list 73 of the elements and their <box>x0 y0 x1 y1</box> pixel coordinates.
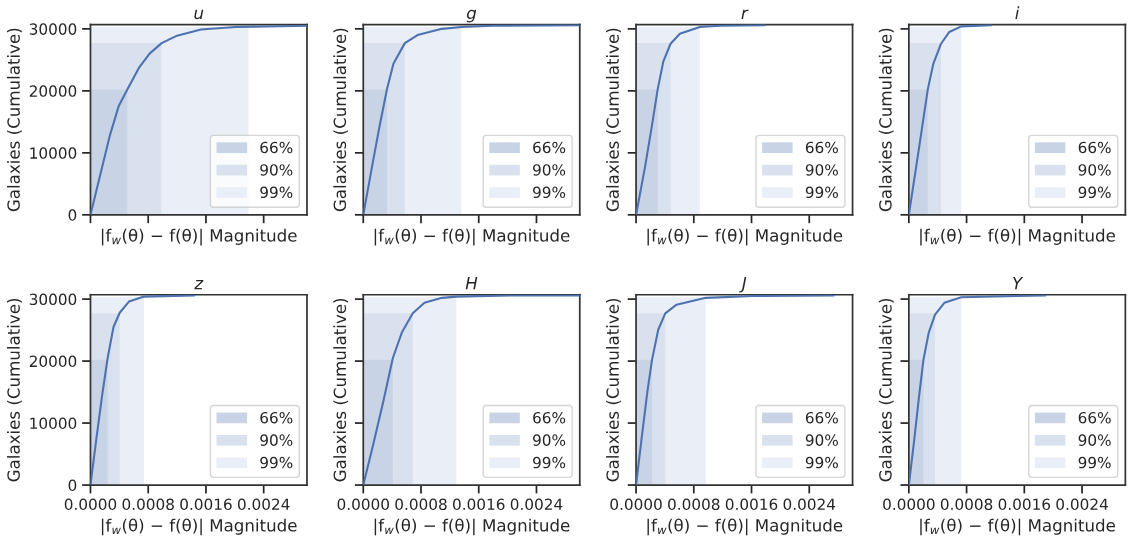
y-axis-title: Galaxies (Cumulative) <box>333 28 349 212</box>
x-axis-title: |f$_{w}$(θ) − f(θ)| Magnitude <box>647 228 843 246</box>
y-axis-title: Galaxies (Cumulative) <box>7 298 22 482</box>
x-tick-label: 0.0024 <box>237 498 290 511</box>
x-axis-title: |f$_{w}$(θ) − f(θ)| Magnitude <box>101 518 297 536</box>
x-axis-title: |f$_{w}$(θ) − f(θ)| Magnitude <box>374 518 570 536</box>
legend-label: 66% <box>1078 411 1111 424</box>
chart-title: u <box>194 9 204 20</box>
legend-label: 99% <box>1078 186 1111 199</box>
legend-label: 99% <box>805 456 838 469</box>
y-axis-title: Galaxies (Cumulative) <box>333 298 349 482</box>
y-tick-label: 20000 <box>29 85 77 97</box>
legend-label: 90% <box>805 164 838 176</box>
chart-title: z <box>194 280 204 290</box>
chart-title: r <box>741 9 749 19</box>
legend-label: 90% <box>1078 164 1111 176</box>
x-axis-title: |f$_{w}$(θ) − f(θ)| Magnitude <box>920 228 1115 246</box>
chart-title: g <box>466 9 477 23</box>
x-tick-label: 0.0000 <box>64 498 117 511</box>
x-tick-label: 0.0008 <box>395 498 447 511</box>
x-tick-label: 0.0000 <box>610 498 662 511</box>
legend-label: 90% <box>1078 434 1111 446</box>
y-tick-label: 0 <box>68 209 77 221</box>
legend-label: 66% <box>260 141 293 154</box>
x-tick-label: 0.0016 <box>180 498 232 511</box>
x-tick-label: 0.0000 <box>337 498 389 511</box>
y-axis-title: Galaxies (Cumulative) <box>878 28 894 212</box>
legend-label: 66% <box>1078 141 1111 154</box>
x-tick-label: 0.0016 <box>998 498 1051 511</box>
x-axis-title: |f$_{w}$(θ) − f(θ)| Magnitude <box>101 228 297 246</box>
x-tick-label: 0.0024 <box>783 498 836 511</box>
x-tick-label: 0.0008 <box>122 498 174 511</box>
legend-label: 99% <box>1078 456 1111 469</box>
legend-label: 90% <box>805 434 838 446</box>
legend-label: 99% <box>260 456 293 469</box>
legend-label: 66% <box>805 141 838 154</box>
x-axis-title: |f$_{w}$(θ) − f(θ)| Magnitude <box>647 518 843 536</box>
legend-label: 99% <box>533 456 566 469</box>
chart-title: Y <box>1013 277 1024 290</box>
y-axis-title: Galaxies (Cumulative) <box>606 28 621 212</box>
legend-label: 66% <box>533 411 566 424</box>
legend-label: 66% <box>533 141 566 154</box>
x-tick-label: 0.0016 <box>453 498 505 511</box>
legend-label: 99% <box>533 186 566 199</box>
y-tick-label: 10000 <box>30 417 77 430</box>
x-axis-title: |f$_{w}$(θ) − f(θ)| Magnitude <box>920 518 1115 536</box>
y-tick-label: 20000 <box>29 355 77 368</box>
x-tick-label: 0.0000 <box>883 498 935 511</box>
x-tick-label: 0.0024 <box>1056 498 1108 511</box>
legend-label: 66% <box>805 411 838 424</box>
legend-label: 90% <box>533 164 566 176</box>
y-axis-title: Galaxies (Cumulative) <box>878 298 894 482</box>
legend-label: 90% <box>260 164 293 176</box>
chart-title: H <box>465 277 478 290</box>
chart-title: i <box>1015 6 1020 19</box>
line-series <box>90 24 307 215</box>
y-tick-label: 0 <box>68 479 77 492</box>
y-tick-label: 10000 <box>30 147 77 159</box>
y-tick-label: 30000 <box>29 293 77 306</box>
x-tick-label: 0.0016 <box>725 498 778 511</box>
x-tick-label: 0.0008 <box>940 498 993 511</box>
chart-title: J <box>739 277 747 293</box>
y-tick-label: 30000 <box>29 23 77 35</box>
legend-label: 66% <box>260 411 293 424</box>
x-tick-label: 0.0024 <box>510 498 563 511</box>
x-axis-title: |f$_{w}$(θ) − f(θ)| Magnitude <box>374 228 570 246</box>
legend-label: 99% <box>260 186 293 199</box>
y-axis-title: Galaxies (Cumulative) <box>606 298 621 482</box>
legend-label: 90% <box>533 434 566 446</box>
x-tick-label: 0.0008 <box>668 498 720 511</box>
y-axis-title: Galaxies (Cumulative) <box>7 28 22 212</box>
legend-label: 90% <box>260 434 293 446</box>
legend-label: 99% <box>805 186 838 199</box>
